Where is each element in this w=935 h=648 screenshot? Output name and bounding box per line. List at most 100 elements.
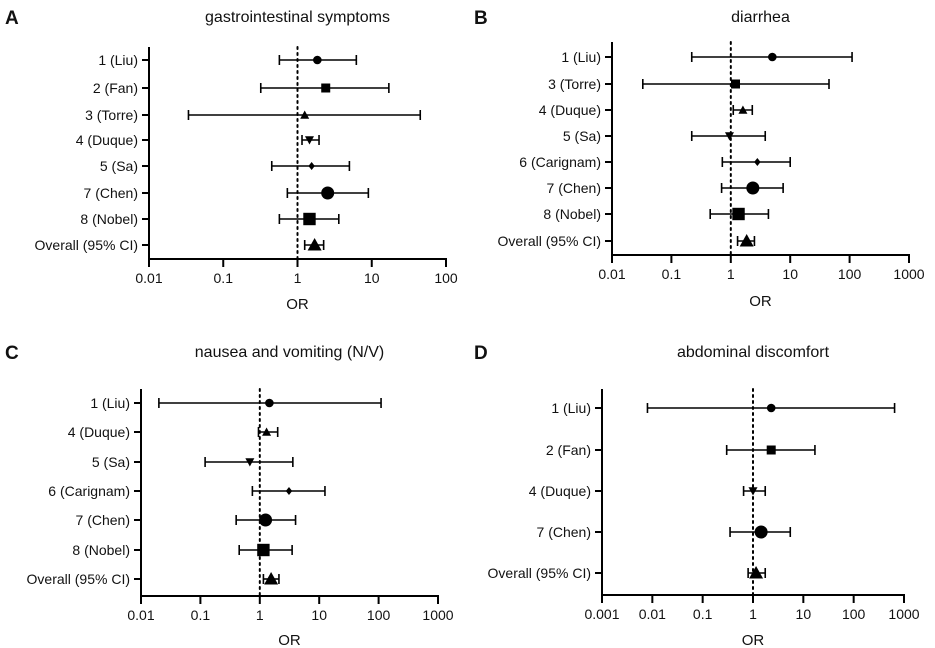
or-point-marker (724, 132, 734, 141)
x-tick-label: 10 (364, 270, 380, 286)
panel-title: abdominal discomfort (677, 344, 830, 361)
or-point-marker (304, 136, 314, 145)
study-label: 4 (Duque) (68, 424, 130, 440)
x-tick-label: 1000 (422, 607, 453, 623)
x-tick-label: 1 (727, 266, 735, 282)
x-axis-label: OR (749, 293, 772, 310)
x-tick-label: 1 (294, 270, 302, 286)
forest-row: 5 (Sa) (100, 158, 351, 174)
x-tick-label: 1 (749, 606, 757, 622)
forest-row: Overall (95% CI) (488, 565, 767, 581)
study-label: 7 (Chen) (76, 512, 130, 528)
or-point-marker (746, 181, 760, 195)
study-label: 7 (Chen) (84, 185, 138, 201)
x-axis-label: OR (286, 296, 309, 313)
forest-row: 4 (Duque) (529, 483, 767, 499)
study-label: 8 (Nobel) (543, 206, 601, 222)
or-point-marker (257, 543, 270, 557)
forest-row: 3 (Torre) (548, 76, 830, 92)
panel-title: diarrhea (731, 9, 790, 26)
x-tick-label: 0.1 (693, 606, 713, 622)
study-label: 7 (Chen) (547, 180, 601, 196)
study-label: 3 (Torre) (85, 107, 138, 123)
x-tick-label: 100 (367, 607, 391, 623)
x-axis-label: OR (742, 632, 765, 648)
x-axis-label: OR (278, 632, 301, 648)
forest-row: 2 (Fan) (93, 80, 390, 96)
study-label: 6 (Carignam) (519, 154, 601, 170)
forest-row: 4 (Duque) (539, 102, 754, 118)
or-point-marker (321, 83, 331, 93)
x-tick-label: 0.1 (662, 266, 682, 282)
forest-row: 8 (Nobel) (80, 211, 340, 227)
forest-row: 6 (Carignam) (519, 154, 792, 170)
study-label: 4 (Duque) (539, 102, 601, 118)
or-point-marker (262, 427, 272, 436)
or-point-marker (308, 162, 315, 170)
forest-row: 8 (Nobel) (72, 542, 293, 558)
forest-row: 5 (Sa) (92, 454, 294, 470)
x-tick-label: 100 (838, 266, 862, 282)
forest-row: 1 (Liu) (98, 52, 358, 68)
forest-row: 7 (Chen) (84, 185, 370, 201)
x-tick-label: 100 (842, 606, 866, 622)
forest-row: 2 (Fan) (546, 442, 816, 458)
study-label: 5 (Sa) (92, 454, 130, 470)
forest-row: 1 (Liu) (90, 395, 382, 411)
or-point-marker (264, 572, 279, 585)
study-label: 6 (Carignam) (48, 483, 130, 499)
forest-row: 7 (Chen) (76, 512, 297, 528)
x-tick-label: 0.1 (214, 270, 234, 286)
or-point-marker (766, 403, 776, 413)
or-point-marker (303, 212, 316, 226)
or-point-marker (285, 487, 293, 495)
study-label: 7 (Chen) (537, 524, 591, 540)
study-label: 1 (Liu) (561, 49, 601, 65)
forest-row: Overall (95% CI) (27, 571, 280, 587)
forest-row: 6 (Carignam) (48, 483, 326, 499)
x-tick-label: 0.01 (135, 270, 162, 286)
or-point-marker (738, 105, 748, 114)
study-label: 3 (Torre) (548, 76, 601, 92)
or-point-marker (749, 566, 764, 579)
x-tick-label: 0.1 (191, 607, 211, 623)
or-point-marker (768, 52, 777, 62)
forest-row: Overall (95% CI) (35, 237, 325, 253)
study-label: 4 (Duque) (76, 132, 138, 148)
or-point-marker (259, 513, 273, 527)
study-label: 2 (Fan) (546, 442, 591, 458)
or-point-marker (739, 234, 754, 247)
study-label: 1 (Liu) (90, 395, 130, 411)
forest-row: 8 (Nobel) (543, 206, 770, 222)
or-point-marker (748, 487, 758, 496)
or-point-marker (321, 186, 335, 200)
study-label: 8 (Nobel) (72, 542, 130, 558)
forest-row: 5 (Sa) (563, 128, 767, 144)
study-label: Overall (95% CI) (488, 565, 591, 581)
study-label: 4 (Duque) (529, 483, 591, 499)
or-point-marker (300, 110, 310, 119)
study-label: Overall (95% CI) (35, 237, 138, 253)
x-tick-label: 1000 (888, 606, 919, 622)
or-point-marker (754, 525, 768, 539)
x-tick-label: 0.01 (598, 266, 625, 282)
study-label: 1 (Liu) (551, 400, 591, 416)
or-point-marker (754, 158, 761, 166)
forest-row: 4 (Duque) (68, 424, 279, 440)
forest-row: Overall (95% CI) (498, 233, 756, 249)
x-tick-label: 0.01 (127, 607, 154, 623)
or-point-marker (307, 238, 322, 251)
x-tick-label: 0.001 (584, 606, 619, 622)
panel-letter: B (474, 8, 488, 29)
study-label: 8 (Nobel) (80, 211, 138, 227)
or-point-marker (732, 207, 745, 221)
study-label: Overall (95% CI) (498, 233, 601, 249)
or-point-marker (265, 398, 274, 408)
x-tick-label: 100 (434, 270, 458, 286)
or-point-marker (731, 79, 741, 89)
